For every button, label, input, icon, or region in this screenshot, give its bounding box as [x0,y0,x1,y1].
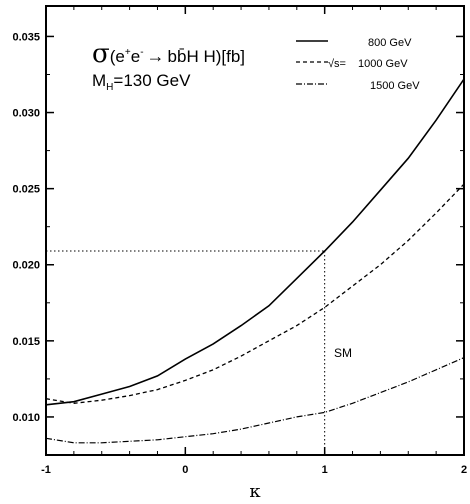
title-e2: e [131,47,140,66]
y-tick-label: 0.010 [12,412,40,424]
y-tick-label: 0.025 [12,184,40,196]
mh-sub: H [106,82,113,93]
title-minus: - [140,47,143,58]
title-final: bb̄H H)[fb] [168,47,245,66]
y-tick-label: 0.015 [12,336,40,348]
chart-title: σ(e+e- → bb̄H H)[fb] [92,39,245,69]
x-axis-label: κ [249,481,261,502]
y-tick-label: 0.030 [12,108,40,120]
legend: 800 GeV √s= 1000 GeV 1500 GeV [296,37,420,92]
sm-annotation: SM [334,346,352,360]
series-line-800-gev [45,78,465,406]
series-line-1000-gev [45,183,465,404]
ticks-layer: 0.010 0.015 0.020 0.025 0.030 0.035 -1 0 1 2 [12,6,467,476]
x-tick-label: 0 [182,464,188,476]
mh-value: =130 GeV [113,71,191,90]
y-tick-label: 0.020 [12,260,40,272]
title-arrow: → [147,46,165,66]
title-plus: + [125,47,131,58]
series-line-1500-gev [45,357,465,444]
x-tick-label: 1 [322,464,328,476]
sm-reference-lines [46,250,326,455]
legend-sqrt-label: √s= [328,58,346,70]
legend-label-800: 800 GeV [368,37,412,49]
legend-label-1000: 1000 GeV [358,58,408,70]
title-sigma: σ [92,39,110,69]
x-tick-label: 2 [461,464,467,476]
title-open: (e [110,47,125,66]
x-tick-label: -1 [41,464,51,476]
plot-frame [45,5,465,456]
series-layer [45,78,465,444]
legend-label-1500: 1500 GeV [370,80,420,92]
mh-label: MH=130 GeV [92,71,191,93]
mh-prefix: M [92,71,106,90]
y-tick-label: 0.035 [12,31,40,43]
